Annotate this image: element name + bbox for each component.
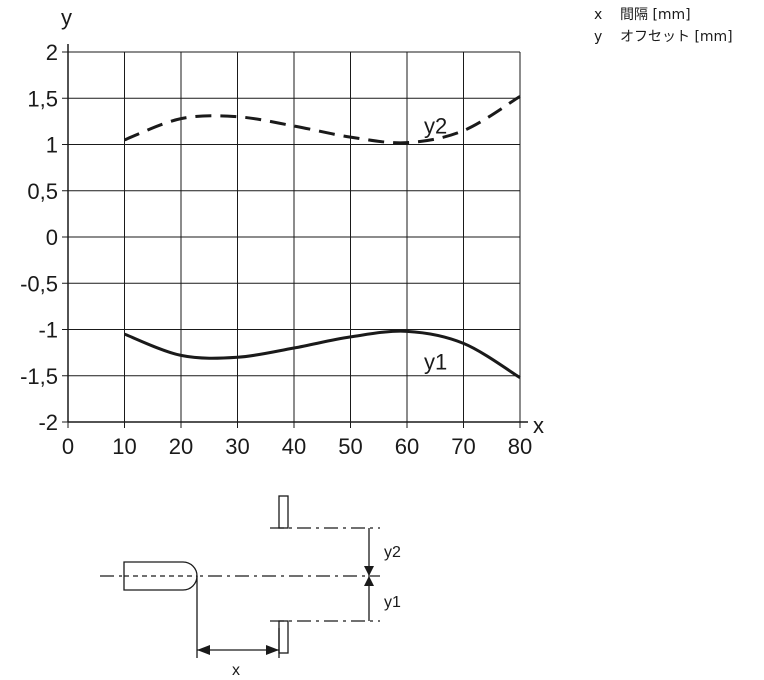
legend-symbol: x: [594, 7, 603, 23]
diagram-label-x: x: [232, 662, 240, 679]
x-tick-label: 40: [282, 434, 306, 459]
x-arrow-left: [197, 645, 210, 655]
x-tick-label: 50: [338, 434, 362, 459]
diagram-label-y1: y1: [384, 594, 401, 611]
diagram-label-y2: y2: [384, 544, 401, 561]
legend-row-y: y オフセット [mm]: [594, 26, 733, 48]
legend-text: オフセット [mm]: [620, 29, 733, 45]
y-tick-labels: 2 1,5 1 0,5 0 -0,5 -1 -1,5 -2: [20, 40, 58, 435]
x-tick-labels: 0 10 20 30 40 50 60 70 80: [62, 434, 532, 459]
legend: x 間隔 [mm] y オフセット [mm]: [594, 4, 733, 48]
chart-grid: [62, 51, 521, 428]
y-tick-label: 1: [46, 133, 58, 158]
x-tick-label: 10: [112, 434, 136, 459]
x-tick-label: 80: [508, 434, 532, 459]
x-tick-label: 60: [395, 434, 419, 459]
offset-schematic: [100, 495, 380, 658]
y1-arrow: [364, 576, 374, 586]
chart-axes: [67, 44, 528, 423]
x-tick-label: 30: [225, 434, 249, 459]
lower-target: [278, 620, 289, 654]
y-tick-label: 0,5: [27, 179, 58, 204]
series-label-y2: y2: [424, 113, 447, 138]
series-line-y2: [123, 95, 521, 145]
series-label-y1: y1: [424, 349, 447, 374]
y-tick-label: -0,5: [20, 271, 58, 296]
y-tick-label: -1,5: [20, 364, 58, 389]
y-tick-label: 0: [46, 225, 58, 250]
x-tick-label: 0: [62, 434, 74, 459]
legend-symbol: y: [594, 29, 603, 45]
legend-row-x: x 間隔 [mm]: [594, 4, 733, 26]
y-tick-label: 1,5: [27, 86, 58, 111]
chart-series: y1 y2: [123, 95, 521, 379]
x-axis-label: x: [533, 413, 544, 438]
upper-target: [278, 495, 289, 529]
y2-arrow: [364, 566, 374, 576]
y-tick-label: 2: [46, 40, 58, 65]
series-line-y1: [123, 329, 521, 379]
y-tick-label: -2: [38, 410, 58, 435]
x-arrow-right: [266, 645, 279, 655]
x-tick-label: 70: [451, 434, 475, 459]
y-axis-label: y: [61, 5, 72, 30]
legend-text: 間隔 [mm]: [620, 7, 691, 23]
x-tick-label: 20: [169, 434, 193, 459]
y-tick-label: -1: [38, 318, 58, 343]
